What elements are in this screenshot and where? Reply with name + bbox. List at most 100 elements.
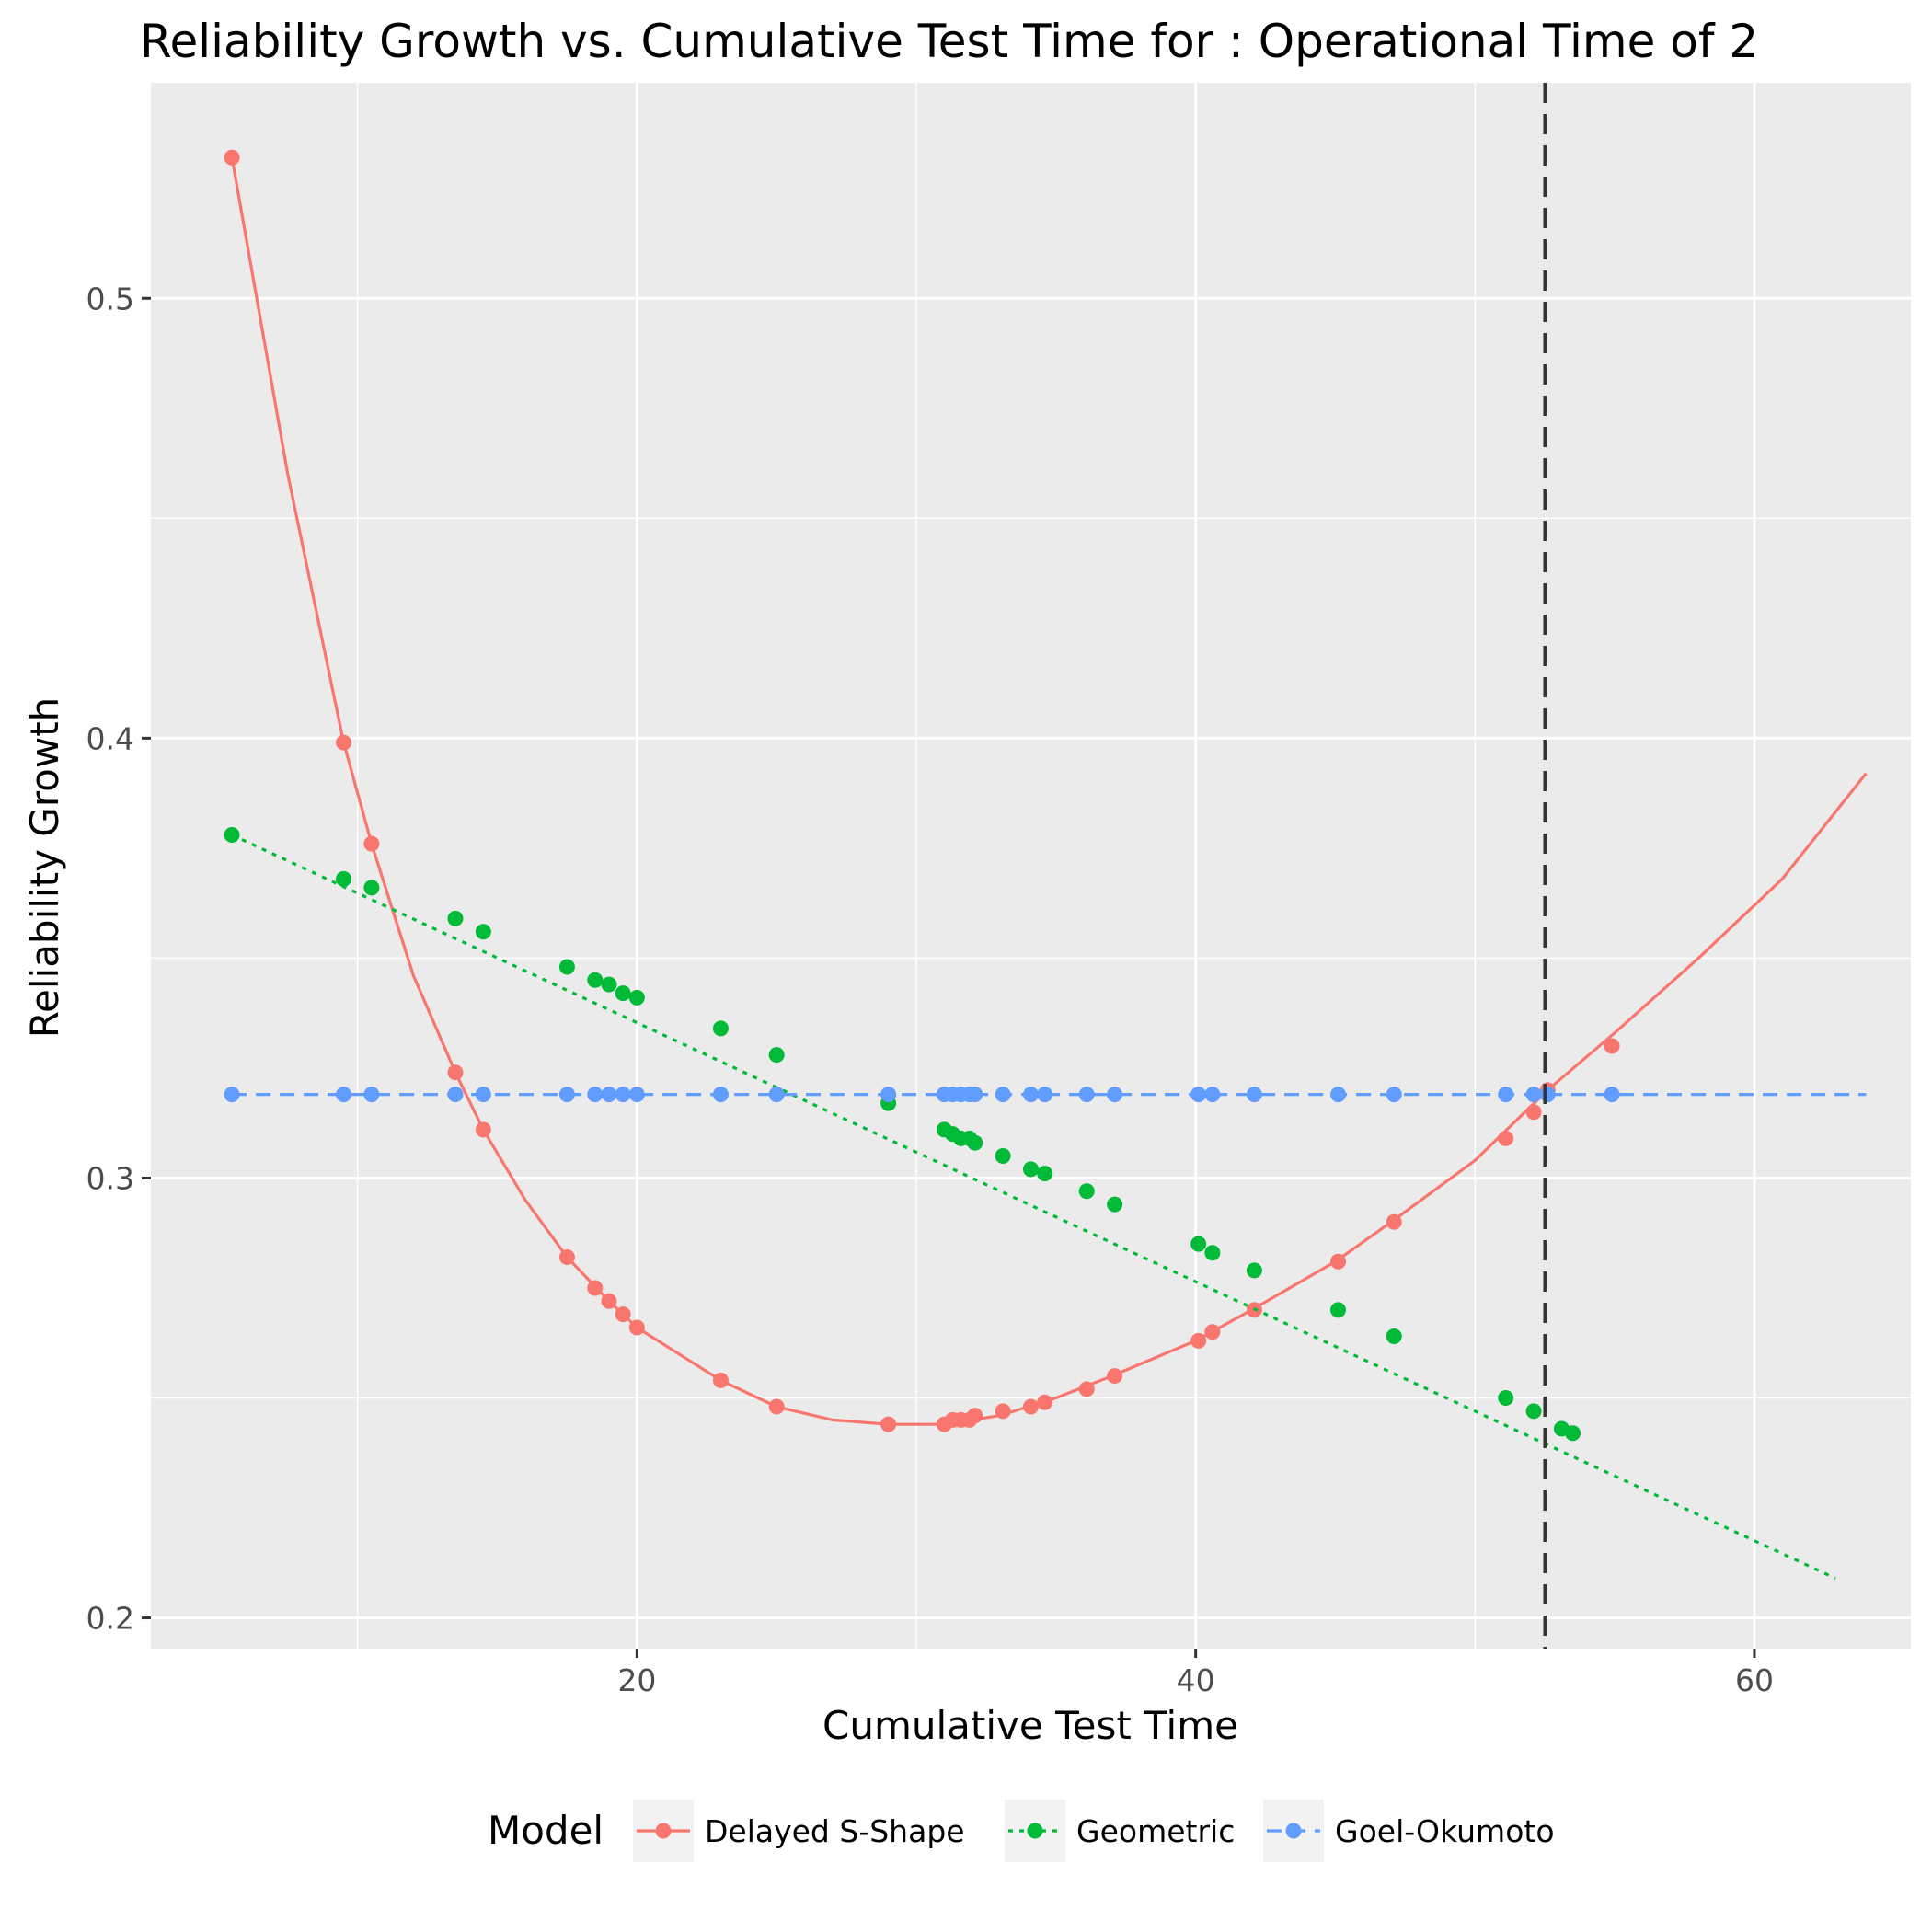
data-point xyxy=(1330,1253,1347,1270)
legend-item-1: Geometric xyxy=(1005,1800,1235,1862)
legend-title: Model xyxy=(488,1808,604,1853)
series-layer xyxy=(224,149,1868,1580)
x-axis: 20 40 60 xyxy=(617,1649,1774,1698)
data-point xyxy=(967,1408,983,1424)
series-line xyxy=(230,157,1868,1426)
legend-items: Delayed S-Shape Geometric Goel-Okumoto xyxy=(633,1800,1555,1862)
data-point xyxy=(558,1249,575,1265)
data-point xyxy=(1078,1183,1095,1200)
data-point xyxy=(615,1306,631,1323)
data-point xyxy=(558,1087,575,1103)
data-point xyxy=(601,1087,617,1103)
data-point xyxy=(587,972,604,988)
data-point xyxy=(363,835,380,852)
data-point xyxy=(475,1087,491,1103)
data-point xyxy=(628,989,645,1006)
data-point xyxy=(475,924,491,940)
data-point xyxy=(1330,1087,1347,1103)
data-point xyxy=(601,976,617,993)
data-point xyxy=(336,1087,352,1103)
x-tick-label: 60 xyxy=(1735,1662,1774,1698)
legend-label: Delayed S-Shape xyxy=(705,1813,965,1849)
data-point xyxy=(1565,1425,1581,1442)
data-point xyxy=(1107,1196,1123,1213)
data-point xyxy=(995,1087,1011,1103)
data-point xyxy=(712,1087,729,1103)
data-point xyxy=(1330,1302,1347,1318)
data-point xyxy=(1037,1166,1053,1182)
data-point xyxy=(967,1087,983,1103)
data-point xyxy=(1107,1368,1123,1385)
plot-panel xyxy=(151,83,1911,1649)
data-point xyxy=(1023,1161,1039,1178)
y-tick-label: 0.2 xyxy=(86,1601,134,1637)
grid-lines xyxy=(151,83,1911,1649)
data-point xyxy=(447,910,464,926)
data-point xyxy=(1246,1087,1262,1103)
data-point xyxy=(336,870,352,887)
data-point xyxy=(1190,1236,1207,1252)
data-point xyxy=(1386,1328,1402,1345)
data-point xyxy=(615,1087,631,1103)
data-point xyxy=(1525,1087,1542,1103)
data-point xyxy=(363,1087,380,1103)
data-point xyxy=(712,1020,729,1037)
x-tick-label: 40 xyxy=(1177,1662,1215,1698)
data-point xyxy=(1525,1104,1542,1121)
data-point xyxy=(475,1121,491,1138)
data-point xyxy=(880,1416,897,1432)
legend-label: Goel-Okumoto xyxy=(1335,1813,1555,1849)
data-point xyxy=(1023,1398,1039,1415)
data-point xyxy=(224,827,240,844)
data-point xyxy=(768,1087,785,1103)
data-point xyxy=(336,734,352,751)
data-point xyxy=(224,149,240,166)
series-1 xyxy=(224,827,1836,1580)
data-point xyxy=(363,880,380,896)
data-point xyxy=(967,1134,983,1151)
data-point xyxy=(447,1087,464,1103)
data-point xyxy=(880,1087,897,1103)
data-point xyxy=(1204,1087,1221,1103)
data-point xyxy=(1037,1087,1053,1103)
data-point xyxy=(1204,1324,1221,1340)
data-point xyxy=(601,1293,617,1309)
data-point xyxy=(1037,1394,1053,1410)
series-line xyxy=(231,834,1836,1580)
y-tick-label: 0.3 xyxy=(86,1160,134,1196)
data-point xyxy=(712,1372,729,1388)
data-point xyxy=(224,1087,240,1103)
data-point xyxy=(1498,1087,1514,1103)
data-point xyxy=(768,1398,785,1415)
data-point xyxy=(995,1148,1011,1165)
data-point xyxy=(1190,1332,1207,1349)
data-point xyxy=(1107,1087,1123,1103)
data-point xyxy=(628,1319,645,1336)
data-point xyxy=(1023,1087,1039,1103)
x-tick-label: 20 xyxy=(617,1662,656,1698)
data-point xyxy=(615,985,631,1002)
legend: Model Delayed S-Shape Geometric Goel-Okumo… xyxy=(488,1800,1555,1862)
legend-key-point xyxy=(1027,1823,1043,1839)
data-point xyxy=(1246,1262,1262,1279)
legend-item-2: Goel-Okumoto xyxy=(1263,1800,1555,1862)
data-point xyxy=(1498,1389,1514,1406)
data-point xyxy=(1498,1130,1514,1146)
data-point xyxy=(1386,1213,1402,1230)
data-point xyxy=(1190,1087,1207,1103)
data-point xyxy=(1204,1245,1221,1261)
y-tick-label: 0.4 xyxy=(86,720,134,756)
series-2 xyxy=(224,1087,1867,1103)
legend-item-0: Delayed S-Shape xyxy=(633,1800,965,1862)
legend-key-point xyxy=(655,1823,672,1839)
y-axis: 0.2 0.3 0.4 0.5 xyxy=(86,281,151,1637)
x-axis-title: Cumulative Test Time xyxy=(822,1703,1238,1748)
series-0 xyxy=(224,149,1868,1432)
data-point xyxy=(768,1047,785,1064)
data-point xyxy=(587,1087,604,1103)
data-point xyxy=(1078,1087,1095,1103)
data-point xyxy=(1078,1381,1095,1397)
data-point xyxy=(995,1403,1011,1420)
chart-title: Reliability Growth vs. Cumulative Test T… xyxy=(140,15,1758,68)
